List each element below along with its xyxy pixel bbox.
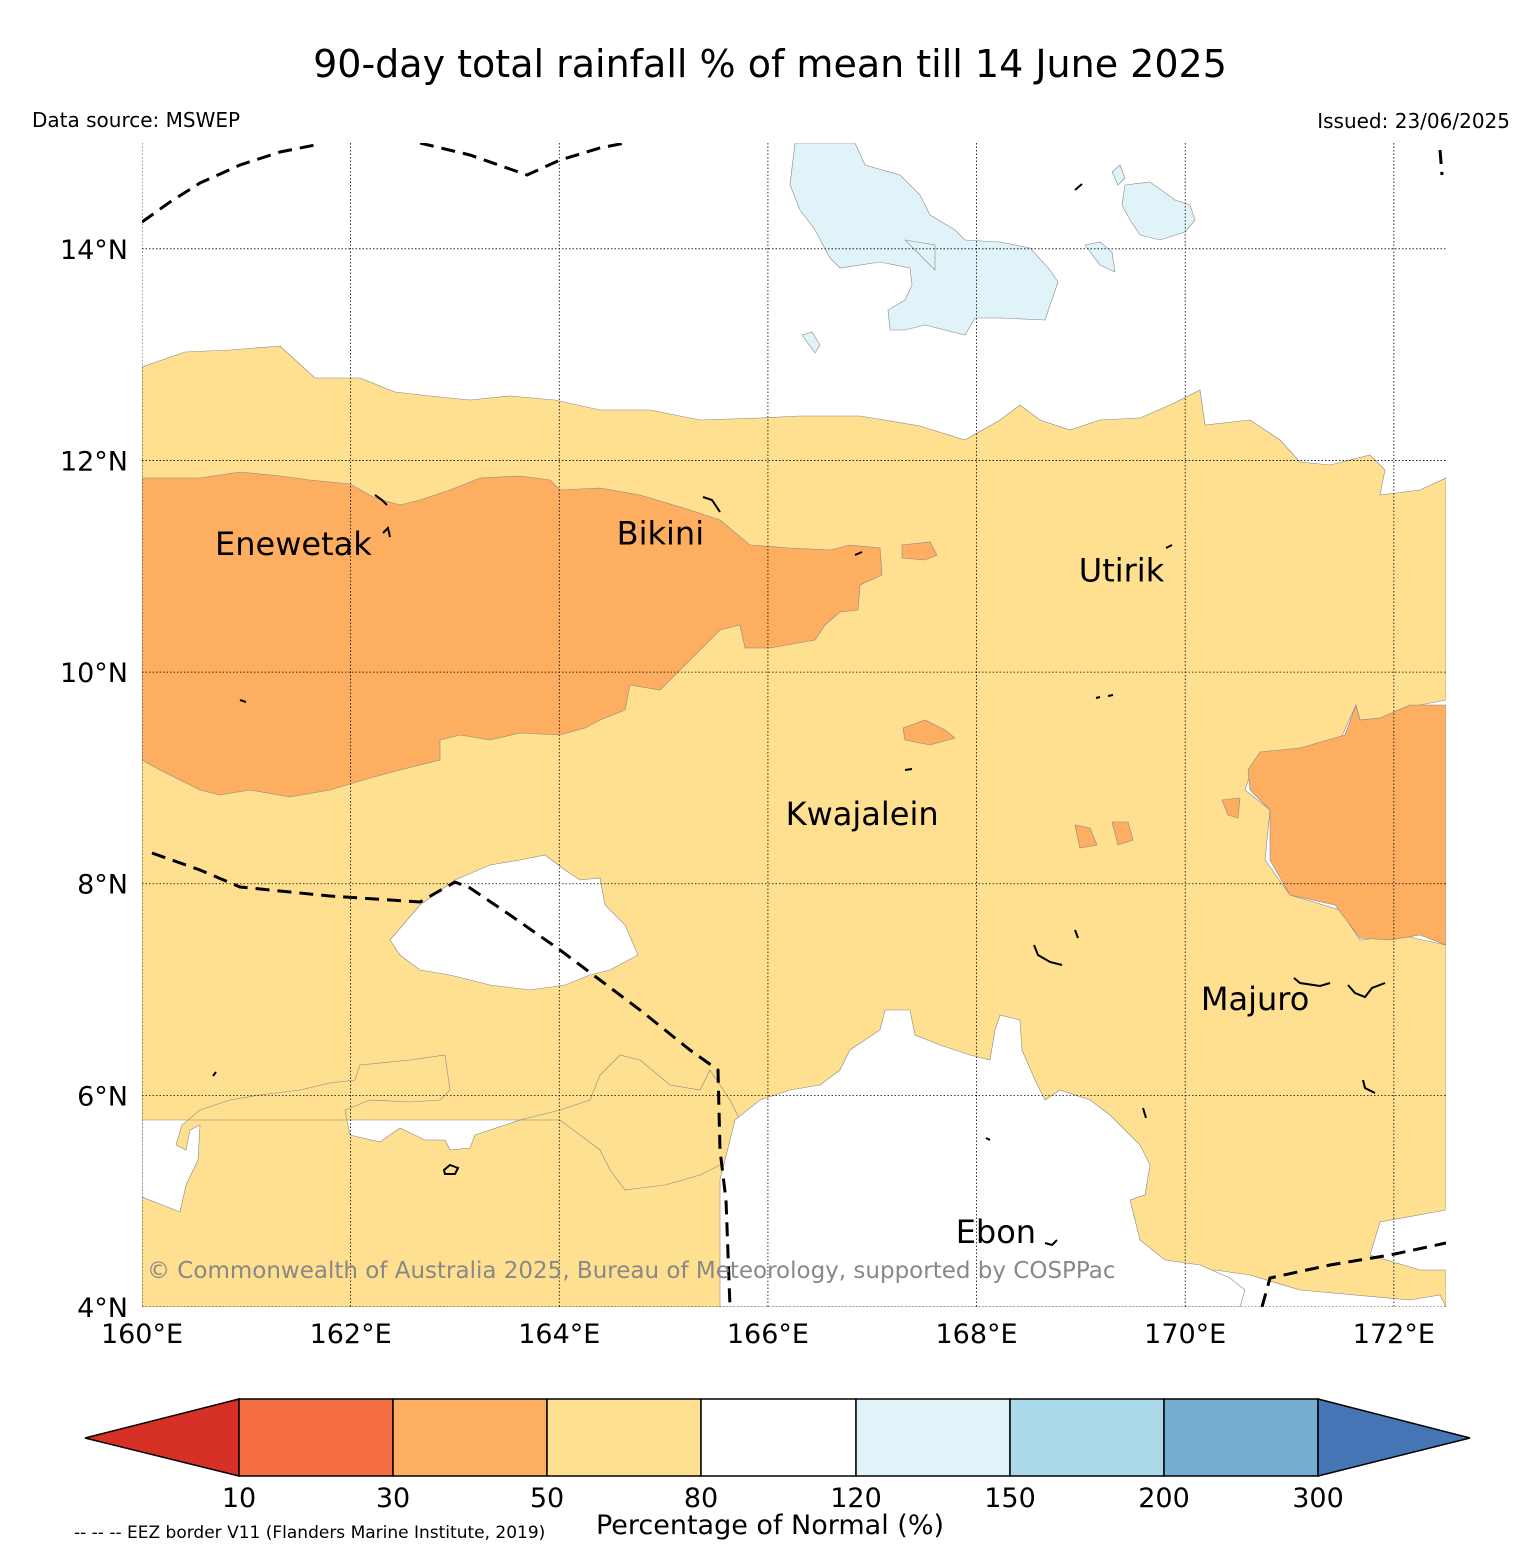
lon-tick-label: 162°E bbox=[310, 1319, 392, 1350]
data-source-label: Data source: MSWEP bbox=[32, 108, 241, 132]
lat-tick-label: 8°N bbox=[77, 870, 128, 901]
colorbar-bin-150-200 bbox=[1009, 1398, 1165, 1477]
place-label-utirik: Utirik bbox=[1079, 552, 1165, 590]
lat-tick-label: 10°N bbox=[60, 658, 128, 689]
colorbar-tick-300: 300 bbox=[1292, 1483, 1344, 1510]
latitude-labels: 4°N 6°N 8°N 10°N 12°N 14°N bbox=[60, 235, 128, 1324]
map-panel: © Commonwealth of Australia 2025, Bureau… bbox=[142, 143, 1446, 1307]
lat-tick-label: 12°N bbox=[60, 446, 128, 477]
copyright-watermark: © Commonwealth of Australia 2025, Bureau… bbox=[147, 1258, 1116, 1284]
colorbar-tick-30: 30 bbox=[376, 1483, 410, 1510]
lon-tick-label: 170°E bbox=[1144, 1319, 1226, 1350]
lat-tick-label: 14°N bbox=[60, 235, 128, 266]
colorbar-extend-high bbox=[1317, 1398, 1471, 1477]
region-30-50-patch-d bbox=[1111, 821, 1134, 846]
lon-tick-label: 168°E bbox=[936, 1319, 1018, 1350]
place-label-bikini: Bikini bbox=[617, 515, 704, 553]
eez-border bbox=[142, 143, 1446, 1307]
colorbar-tick-150: 150 bbox=[984, 1483, 1036, 1510]
lon-tick-label: 166°E bbox=[727, 1319, 809, 1350]
region-30-50-west bbox=[142, 471, 883, 798]
colorbar-bin-50-80 bbox=[546, 1398, 702, 1477]
colorbar-tick-120: 120 bbox=[830, 1483, 882, 1510]
region-30-50-patch-b bbox=[902, 719, 956, 746]
colorbar-bin-10-30 bbox=[238, 1398, 394, 1477]
issued-date-label: Issued: 23/06/2025 bbox=[1317, 109, 1510, 133]
rainfall-map: © Commonwealth of Australia 2025, Bureau… bbox=[60, 143, 1446, 1350]
atoll-outlines bbox=[212, 183, 1386, 1247]
colorbar: 10 30 50 80 120 150 200 300 bbox=[84, 1398, 1471, 1510]
lat-tick-label: 4°N bbox=[77, 1293, 128, 1324]
longitude-labels: 160°E 162°E 164°E 166°E 168°E 170°E 172°E bbox=[101, 1319, 1435, 1350]
colorbar-bin-200-300 bbox=[1163, 1398, 1319, 1477]
colorbar-tick-80: 80 bbox=[684, 1483, 718, 1510]
colorbar-bin-30-50 bbox=[392, 1398, 548, 1477]
lon-tick-label: 164°E bbox=[518, 1319, 600, 1350]
colorbar-tick-200: 200 bbox=[1138, 1483, 1190, 1510]
region-30-50-patch-c bbox=[1221, 797, 1241, 819]
lon-tick-label: 160°E bbox=[101, 1319, 183, 1350]
region-30-50-patch-a bbox=[901, 541, 938, 561]
colorbar-extend-low bbox=[84, 1398, 240, 1477]
place-label-majuro: Majuro bbox=[1201, 980, 1309, 1018]
colorbar-label: Percentage of Normal (%) bbox=[595, 1510, 945, 1541]
map-title: 90-day total rainfall % of mean till 14 … bbox=[313, 42, 1227, 86]
colorbar-bin-120-150 bbox=[855, 1398, 1011, 1477]
region-80-120-south bbox=[719, 1009, 1246, 1307]
region-30-50-patch-e bbox=[1074, 824, 1098, 849]
colorbar-tick-10: 10 bbox=[222, 1483, 256, 1510]
place-label-enewetak: Enewetak bbox=[215, 525, 372, 563]
colorbar-tick-labels: 10 30 50 80 120 150 200 300 bbox=[222, 1483, 1344, 1510]
graticule bbox=[142, 143, 1446, 1307]
place-label-ebon: Ebon bbox=[956, 1213, 1036, 1251]
eez-border-note: -- -- -- EEZ border V11 (Flanders Marine… bbox=[74, 1523, 546, 1543]
region-30-50-east bbox=[1247, 704, 1446, 946]
place-label-kwajalein: Kwajalein bbox=[786, 795, 939, 833]
lon-tick-label: 172°E bbox=[1353, 1319, 1435, 1350]
colorbar-tick-50: 50 bbox=[530, 1483, 564, 1510]
place-labels: Enewetak Bikini Utirik Kwajalein Majuro Ebon bbox=[215, 515, 1309, 1251]
region-80-120-center-west bbox=[389, 854, 639, 991]
lat-tick-label: 6°N bbox=[77, 1081, 128, 1112]
colorbar-bin-80-120 bbox=[700, 1398, 857, 1477]
